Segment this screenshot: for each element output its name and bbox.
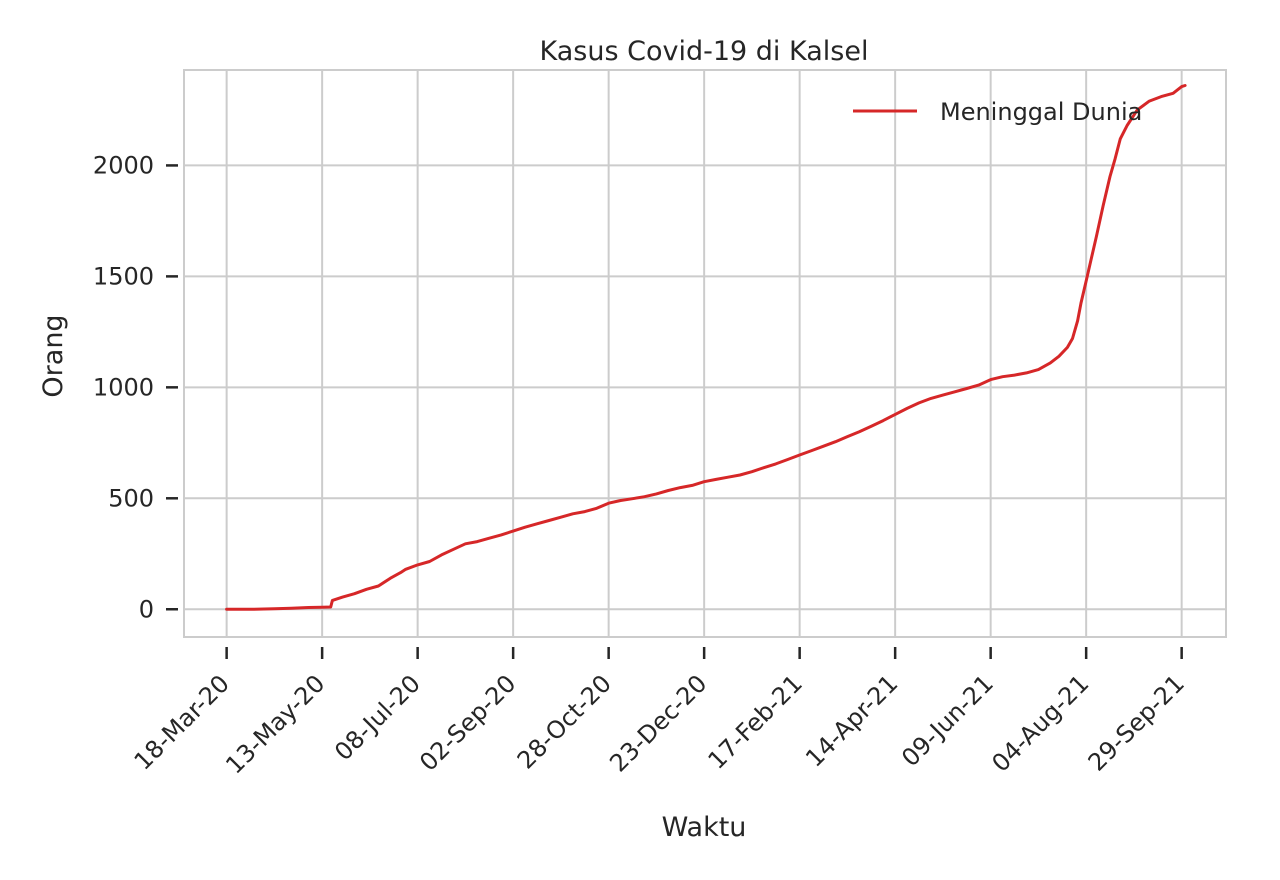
- series-line-meninggal-dunia: [225, 84, 1187, 611]
- series-layer: [225, 84, 1187, 611]
- chart-title: Kasus Covid-19 di Kalsel: [540, 36, 869, 67]
- y-axis-label: Orang: [38, 314, 69, 397]
- y-axis: 0 500 1000 1500 2000: [93, 151, 178, 623]
- legend-label: Meninggal Dunia: [940, 98, 1142, 126]
- grid-lines: [184, 70, 1226, 637]
- y-tick-label: 2000: [93, 151, 154, 179]
- plot-frame: [183, 69, 1227, 638]
- x-axis-label: Waktu: [662, 812, 747, 843]
- legend: Meninggal Dunia: [853, 98, 1142, 126]
- y-tick-label: 500: [108, 484, 154, 512]
- y-tick-label: 1500: [93, 262, 154, 290]
- y-tick-label: 1000: [93, 373, 154, 401]
- y-tick-label: 0: [139, 595, 154, 623]
